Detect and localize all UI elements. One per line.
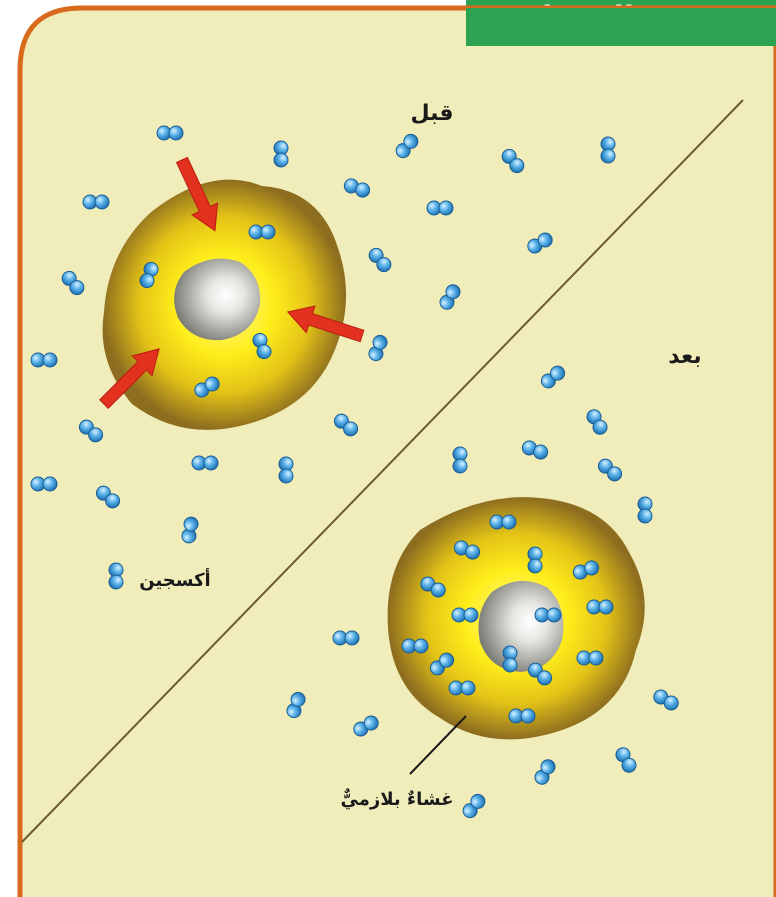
oxygen-molecule-icon xyxy=(139,261,159,289)
oxygen-molecule-icon xyxy=(527,232,553,254)
oxygen-molecule-icon xyxy=(252,332,272,360)
oxygen-molecule-icon xyxy=(343,178,371,198)
oxygen-molecule-icon xyxy=(615,747,637,773)
oxygen-molecule-icon xyxy=(534,607,562,623)
label-oxygen: أكسجين xyxy=(139,568,210,591)
oxygen-molecule-icon xyxy=(439,284,461,310)
oxygen-molecule-icon xyxy=(489,514,517,530)
oxygen-molecule-icon xyxy=(30,476,58,492)
oxygen-molecule-icon xyxy=(534,759,556,785)
oxygen-molecule-icon xyxy=(332,630,360,646)
oxygen-molecule-icon xyxy=(521,440,549,460)
oxygen-molecule-icon xyxy=(653,689,679,711)
membrane-pointer-line xyxy=(409,715,467,775)
oxygen-molecule-icon xyxy=(586,409,608,435)
oxygen-molecule-icon xyxy=(30,352,58,368)
oxygen-molecule-icon xyxy=(156,125,184,141)
oxygen-molecule-icon xyxy=(527,546,543,574)
oxygen-molecule-icon xyxy=(527,662,553,686)
inward-arrows xyxy=(99,156,365,409)
oxygen-molecule-icon xyxy=(286,691,306,719)
divider-line xyxy=(21,99,744,843)
oxygen-molecule-icon xyxy=(82,194,110,210)
oxygen-molecule-icon xyxy=(426,200,454,216)
label-after: بعد xyxy=(668,344,701,369)
oxygen-molecule-icon xyxy=(181,516,199,544)
label-before: قبل xyxy=(410,101,453,126)
oxygen-molecule-icon xyxy=(278,456,294,484)
cell-before-nucleus xyxy=(174,258,261,341)
oxygen-molecule-icon xyxy=(368,334,388,362)
cell-after xyxy=(387,497,645,740)
oxygen-molecule-icon xyxy=(420,576,446,598)
inward-arrow-icon xyxy=(286,305,365,343)
oxygen-molecule-icon xyxy=(353,715,379,737)
oxygen-molecule-icon xyxy=(429,652,455,676)
oxygen-molecule-icon xyxy=(452,446,468,474)
oxygen-molecule-icon xyxy=(248,224,276,240)
diagram-panel xyxy=(17,5,776,897)
oxygen-molecule-icon xyxy=(597,458,623,482)
cell-after-nucleus xyxy=(478,580,564,672)
panel-border-fix xyxy=(466,8,776,46)
oxygen-molecule-icon xyxy=(395,133,419,159)
inward-arrow-icon xyxy=(99,348,160,409)
oxygen-molecule-icon xyxy=(401,638,429,654)
oxygen-molecule-icon xyxy=(508,708,536,724)
oxygen-molecule-icon xyxy=(368,247,392,273)
oxygen-molecule-icon xyxy=(448,680,476,696)
cell-before xyxy=(102,179,347,430)
oxygen-molecule-icon xyxy=(451,607,479,623)
oxygen-molecule-icon xyxy=(572,560,600,580)
oxygen-molecule-icon xyxy=(108,562,124,590)
oxygen-molecule-icon xyxy=(502,645,518,673)
oxygen-molecule-icon xyxy=(191,455,219,471)
oxygen-molecule-icon xyxy=(637,496,653,524)
oxygen-molecule-icon xyxy=(600,136,616,164)
oxygen-molecules xyxy=(30,125,679,819)
oxygen-molecule-icon xyxy=(501,148,525,174)
oxygen-molecule-icon xyxy=(576,650,604,666)
inward-arrow-icon xyxy=(175,156,219,232)
oxygen-molecule-icon xyxy=(273,140,289,168)
oxygen-molecule-icon xyxy=(95,485,121,509)
oxygen-molecule-icon xyxy=(61,270,85,296)
label-membrane: غشاءٌ بلازميٌّ xyxy=(341,787,454,810)
oxygen-molecule-icon xyxy=(78,419,104,443)
oxygen-molecule-icon xyxy=(453,540,481,560)
oxygen-molecule-icon xyxy=(194,376,220,398)
oxygen-molecule-icon xyxy=(333,413,359,437)
oxygen-molecule-icon xyxy=(586,599,614,615)
oxygen-molecule-icon xyxy=(462,793,486,819)
oxygen-molecule-icon xyxy=(540,365,566,389)
